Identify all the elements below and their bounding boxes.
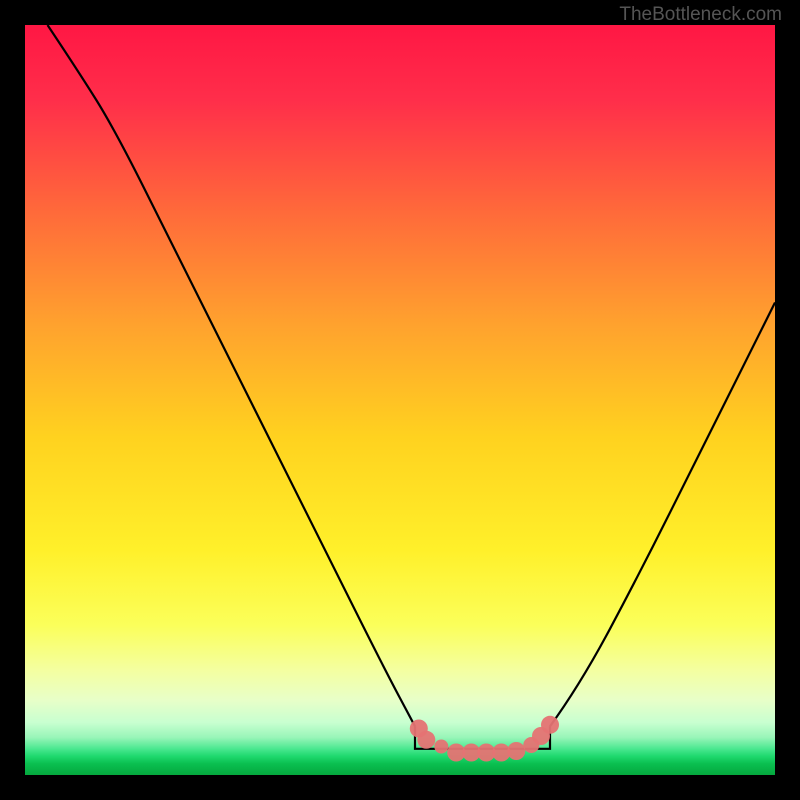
marker-point <box>434 740 448 754</box>
plot-area <box>25 25 775 775</box>
curve-layer <box>25 25 775 775</box>
watermark-text: TheBottleneck.com <box>619 4 782 26</box>
marker-point <box>541 716 559 734</box>
curve-left-branch <box>48 25 416 726</box>
marker-group <box>410 716 559 762</box>
marker-point <box>417 731 435 749</box>
curve-right-branch <box>550 303 775 727</box>
marker-point <box>507 742 525 760</box>
